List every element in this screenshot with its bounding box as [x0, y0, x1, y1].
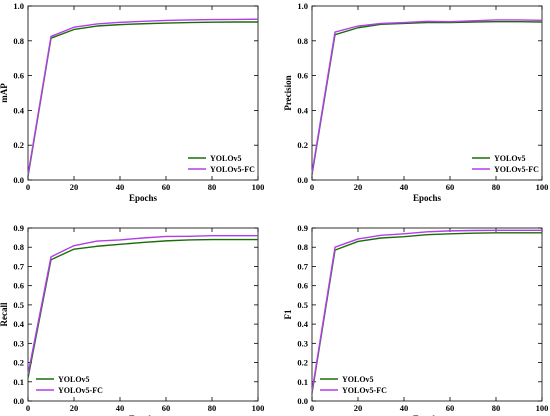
x-tick-label: 0 [310, 403, 314, 413]
plot-frame [27, 227, 259, 402]
legend: YOLOv5 YOLOv5-FC [320, 375, 387, 395]
y-tick-label: 0.8 [13, 36, 24, 46]
legend: YOLOv5 YOLOv5-FC [472, 154, 539, 174]
y-tick-label: 1.0 [297, 1, 308, 11]
y-tick-label: 0.4 [297, 319, 308, 329]
y-axis-label: Recall [0, 302, 9, 326]
y-tick-label: 0.6 [13, 281, 24, 291]
y-tick-label: 0.7 [297, 261, 308, 271]
x-tick-label: 20 [354, 403, 363, 413]
x-tick-label: 0 [26, 403, 30, 413]
panel-precision: 0 20 40 60 80 100 0.0 0.2 0.4 0.6 0.8 1.0 Epochs Prec… [283, 1, 548, 203]
series-line-yolov5 [311, 20, 543, 175]
panel-map: 0 20 40 60 80 100 0.0 0.2 0.4 0.6 0.8 1.0 Epochs mAP Y… [0, 1, 264, 203]
y-tick-label: 0.5 [13, 300, 24, 310]
y-tick-label: 0.0 [13, 175, 24, 185]
legend-entry: YOLOv5 [210, 154, 242, 163]
x-tick-label: 20 [70, 182, 79, 192]
y-tick-label: 0.4 [13, 105, 24, 115]
x-tick-label: 40 [116, 403, 125, 413]
plot-frame [311, 227, 543, 402]
y-tick-label: 0.9 [297, 223, 308, 233]
plot-frame [311, 5, 543, 181]
y-tick-label: 0.8 [13, 242, 24, 252]
x-tick-label: 100 [252, 182, 265, 192]
plot-frame [27, 5, 259, 181]
x-tick-label: 0 [26, 182, 30, 192]
y-tick-label: 0.2 [13, 140, 24, 150]
x-tick-label: 60 [162, 403, 171, 413]
y-tick-label: 0.8 [297, 36, 308, 46]
y-tick-label: 0.2 [297, 358, 308, 368]
y-axis-label: mAP [0, 83, 9, 103]
series-line-yolov5-fc [311, 229, 542, 392]
x-tick-label: 40 [116, 182, 125, 192]
x-tick-label: 0 [310, 182, 314, 192]
y-tick-label: 1.0 [13, 1, 24, 11]
legend-entry: YOLOv5 [342, 375, 374, 384]
y-tick-label: 0.7 [13, 261, 24, 271]
y-tick-label: 0.0 [297, 175, 308, 185]
y-tick-label: 0.2 [297, 140, 308, 150]
panel-recall: 0 20 40 60 80 100 0.0 0.1 0.2 0.3 0.4 0.5 0.6 0.7 0.8 0… [0, 223, 264, 416]
y-tick-label: 0.2 [13, 358, 24, 368]
series-line-yolov5-fc [27, 234, 258, 375]
y-tick-label: 0.9 [13, 223, 24, 233]
y-tick-label: 0.0 [297, 396, 308, 406]
series-line-yolov5 [311, 232, 542, 394]
x-tick-label: 100 [536, 403, 549, 413]
x-tick-label: 100 [252, 403, 265, 413]
y-tick-label: 0.5 [297, 300, 308, 310]
legend-entry: YOLOv5-FC [342, 386, 387, 395]
y-tick-label: 0.8 [297, 242, 308, 252]
x-tick-label: 80 [208, 182, 217, 192]
x-tick-label: 60 [446, 182, 455, 192]
x-axis-label: Epochs [129, 193, 158, 203]
x-tick-label: 40 [400, 403, 409, 413]
x-axis-label: Epochs [129, 414, 158, 416]
x-tick-label: 80 [492, 182, 501, 192]
legend-entry: YOLOv5 [58, 375, 90, 384]
legend-entry: YOLOv5-FC [210, 165, 255, 174]
legend-entry: YOLOv5-FC [494, 165, 539, 174]
legend-entry: YOLOv5-FC [58, 386, 103, 395]
y-tick-label: 0.6 [13, 71, 24, 81]
x-tick-label: 60 [446, 403, 455, 413]
series-line-yolov5-fc [311, 19, 543, 174]
x-axis-label: Epochs [413, 193, 442, 203]
legend-entry: YOLOv5 [494, 154, 526, 163]
y-tick-label: 0.6 [297, 71, 308, 81]
y-tick-label: 0.3 [13, 338, 24, 348]
x-tick-label: 80 [208, 403, 217, 413]
x-tick-label: 20 [354, 182, 363, 192]
y-tick-label: 0.1 [297, 377, 308, 387]
y-axis-label: Precision [283, 75, 293, 110]
series-line-yolov5-fc [27, 18, 259, 175]
y-axis-label: F1 [283, 309, 293, 319]
legend: YOLOv5 YOLOv5-FC [188, 154, 255, 174]
y-tick-label: 0.6 [297, 281, 308, 291]
panel-f1: 0 20 40 60 80 100 0.0 0.1 0.2 0.3 0.4 0.5 0.6 0.7 0.8 0… [283, 223, 548, 416]
x-tick-label: 60 [162, 182, 171, 192]
y-tick-label: 0.4 [297, 105, 308, 115]
y-tick-label: 0.1 [13, 377, 24, 387]
x-tick-label: 40 [400, 182, 409, 192]
y-tick-label: 0.3 [297, 338, 308, 348]
x-tick-label: 80 [492, 403, 501, 413]
series-line-yolov5 [27, 21, 258, 177]
x-axis-label: Epochs [413, 414, 442, 416]
y-tick-label: 0.0 [13, 396, 24, 406]
x-tick-label: 20 [70, 403, 79, 413]
y-tick-label: 0.4 [13, 319, 24, 329]
legend: YOLOv5 YOLOv5-FC [36, 375, 103, 395]
x-tick-label: 100 [536, 182, 549, 192]
series-line-yolov5 [27, 238, 258, 379]
